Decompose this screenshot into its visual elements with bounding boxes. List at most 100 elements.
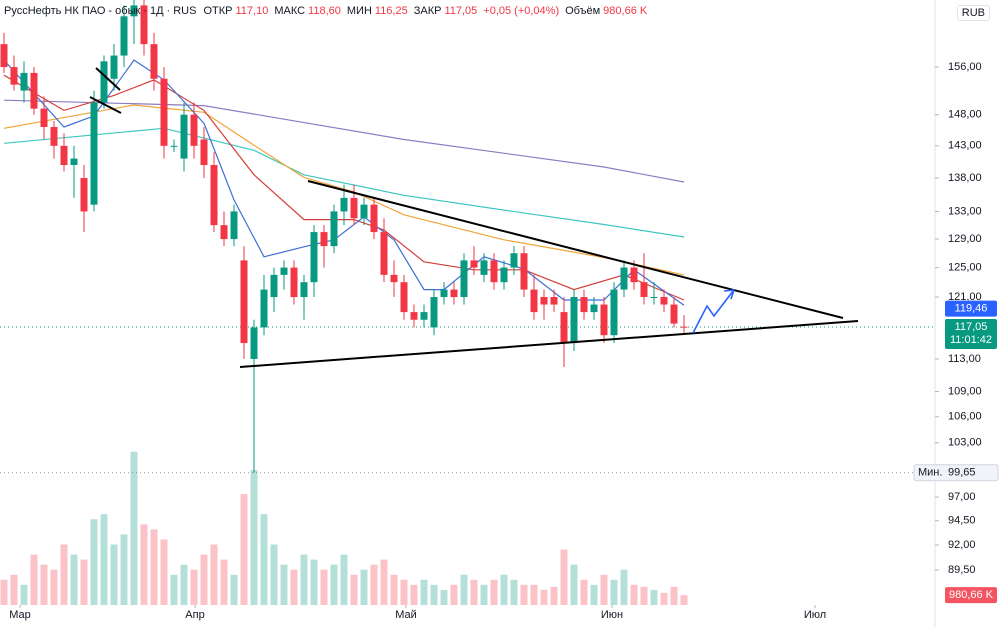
candle-body xyxy=(90,102,98,205)
candle-body xyxy=(600,304,608,336)
volume-bar xyxy=(30,554,38,605)
volume-bar xyxy=(500,574,508,605)
candle-body xyxy=(400,282,408,313)
x-tick-label: Май xyxy=(395,609,417,621)
candle-body xyxy=(40,108,48,128)
currency[interactable]: RUB xyxy=(956,5,990,21)
candle-body xyxy=(430,297,438,328)
candle-body xyxy=(550,297,558,305)
stat-value: 116,25 xyxy=(374,5,408,17)
candle-body xyxy=(30,72,38,109)
y-tick-label: 94,50 xyxy=(948,515,976,527)
candle-body xyxy=(300,282,308,298)
volume-bar xyxy=(190,569,198,605)
volume-bar xyxy=(410,584,418,605)
candle-body xyxy=(340,197,348,212)
moving-average xyxy=(3,104,685,276)
volume-bar xyxy=(280,564,288,605)
candle-body xyxy=(510,253,518,268)
price-countdown: 11:01:42 xyxy=(950,334,992,346)
price-badge xyxy=(945,319,997,350)
volume-bar xyxy=(60,544,68,605)
volume-bar xyxy=(220,559,228,605)
candle-body xyxy=(440,289,448,298)
candle-body xyxy=(140,5,148,45)
volume-bar xyxy=(480,584,488,605)
candle-body xyxy=(220,225,228,240)
y-tick-label: 129,00 xyxy=(948,233,982,245)
y-tick-label: 106,00 xyxy=(948,411,982,423)
candle-body xyxy=(480,260,488,275)
candle-body xyxy=(410,312,418,320)
candle-body xyxy=(160,78,168,146)
y-tick-label: 113,00 xyxy=(948,353,981,365)
candle-body xyxy=(620,267,628,290)
candle-body xyxy=(420,312,428,320)
volume-bar xyxy=(620,569,628,605)
volume-bar xyxy=(600,574,608,605)
candle-body xyxy=(350,197,358,219)
volume-badge-label: 980,66 K xyxy=(949,589,994,601)
candle-body xyxy=(470,260,478,268)
candle-body xyxy=(250,327,258,359)
candle-body xyxy=(280,267,288,275)
candle-body xyxy=(70,158,78,166)
volume-bar xyxy=(510,579,518,605)
volume-bar xyxy=(180,564,188,605)
volume-bar xyxy=(40,564,48,605)
volume-bar xyxy=(370,564,378,605)
candle-body xyxy=(680,326,688,328)
stat-key: МАКС xyxy=(274,5,306,17)
x-tick-label: Мар xyxy=(9,609,31,621)
volume-bar xyxy=(520,584,528,605)
volume-bar xyxy=(560,549,568,605)
volume-bar xyxy=(80,559,88,605)
trend-line xyxy=(95,67,121,91)
candle-body xyxy=(610,289,618,336)
trend-line xyxy=(239,320,859,368)
volume-bar xyxy=(660,592,668,605)
candle-body xyxy=(50,127,58,146)
candle-body xyxy=(260,289,268,328)
min-badge-key: Мин. xyxy=(918,467,942,479)
y-tick-label: 125,00 xyxy=(948,261,982,273)
candle-body xyxy=(330,211,338,247)
volume-bar xyxy=(640,586,648,605)
volume-bar xyxy=(130,451,138,605)
volume-bar xyxy=(160,539,168,605)
volume-bar xyxy=(610,579,618,605)
y-tick-label: 138,00 xyxy=(948,172,982,184)
stat-key: ОТКР xyxy=(203,5,233,17)
candle-body xyxy=(100,61,108,103)
y-tick-label: 92,00 xyxy=(948,539,976,551)
candle-body xyxy=(450,289,458,298)
min-badge-label: 99,65 xyxy=(948,467,976,479)
candle-body xyxy=(520,253,528,290)
min-badge xyxy=(913,464,999,482)
volume-bar xyxy=(530,584,538,605)
candle-body xyxy=(240,260,248,344)
exchange: RUS xyxy=(173,5,197,17)
candle-body xyxy=(360,204,368,219)
candle-body xyxy=(390,274,398,283)
moving-average xyxy=(3,99,685,183)
candle-body xyxy=(310,232,318,283)
forecast-arrow xyxy=(692,290,734,334)
volume-bar xyxy=(420,579,428,605)
candle-body xyxy=(10,67,18,85)
stat-key: ЗАКР xyxy=(413,5,442,17)
sep: · xyxy=(166,5,171,17)
candle-body xyxy=(500,267,508,283)
volume-bar xyxy=(360,569,368,605)
candle-body xyxy=(570,297,578,344)
volume-bar xyxy=(10,574,18,605)
moving-average xyxy=(3,59,685,306)
x-tick-label: Июл xyxy=(804,609,826,621)
volume-bar xyxy=(460,574,468,605)
y-tick-label: 148,00 xyxy=(948,109,982,121)
volume-bar xyxy=(210,544,218,605)
volume-bar xyxy=(580,579,588,605)
volume-bar xyxy=(450,584,458,605)
volume-bar xyxy=(230,574,238,605)
volume-bar xyxy=(110,544,118,605)
